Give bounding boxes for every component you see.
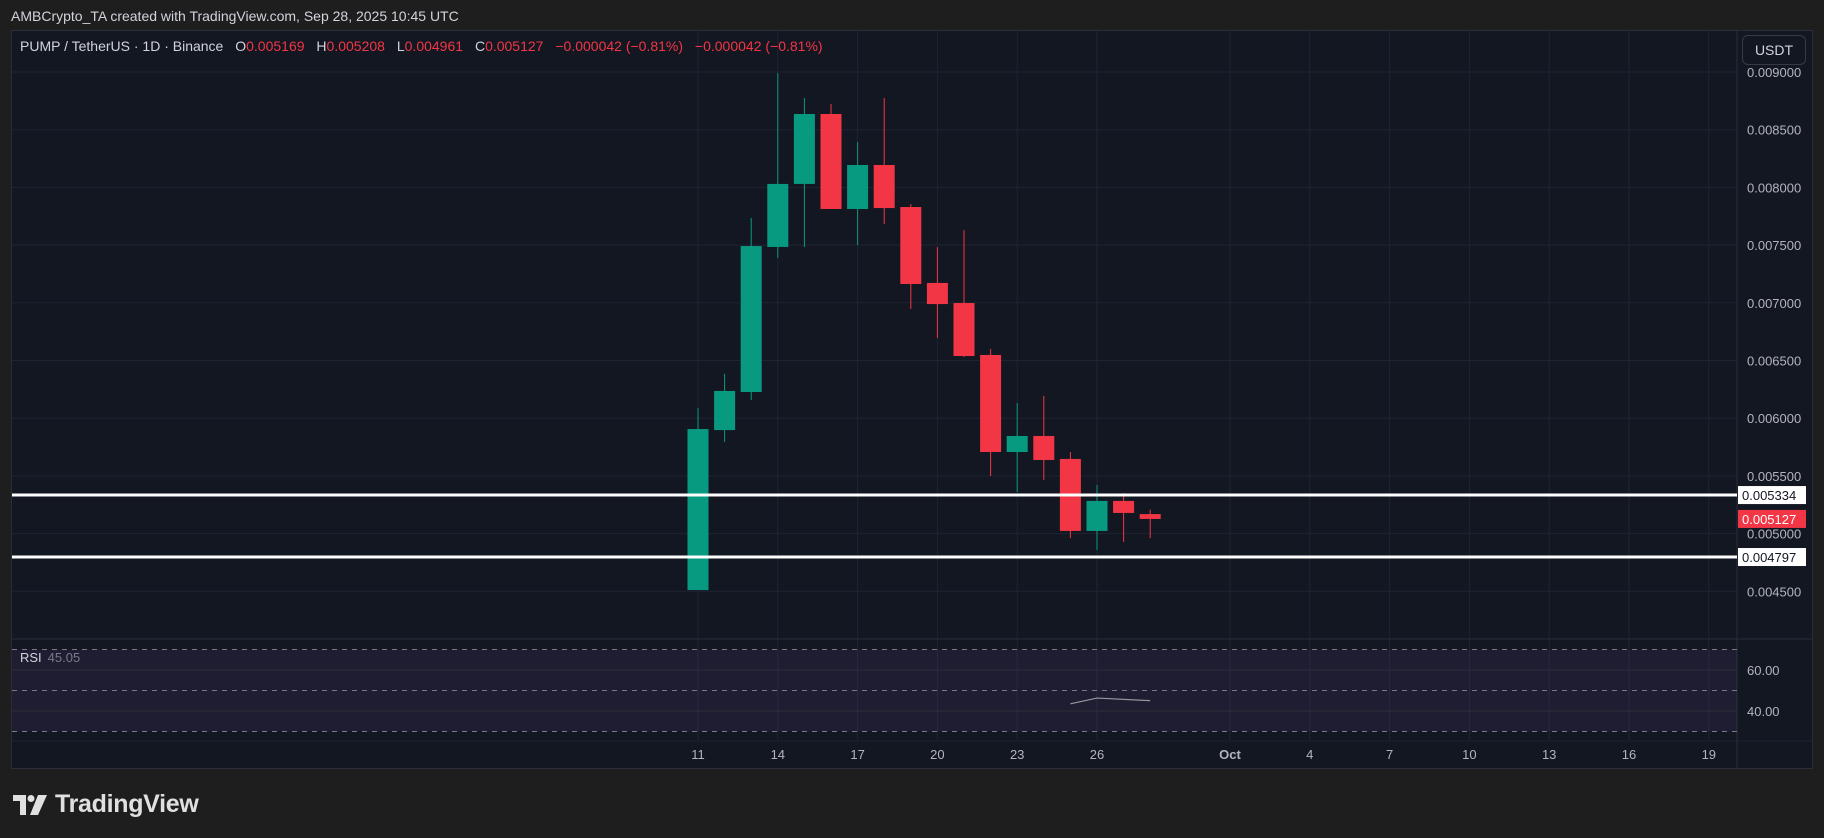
time-axis-label: 10 [1462,747,1476,762]
time-axis-label: 19 [1702,747,1716,762]
time-axis-label: 23 [1010,747,1024,762]
rsi-label[interactable]: RSI [20,650,42,665]
rsi-line [1070,697,1151,705]
currency-button[interactable]: USDT [1742,35,1806,65]
tradingview-logo-icon [13,794,47,815]
price-axis-label: 0.004500 [1747,584,1801,599]
price-axis-label: 0.007000 [1747,296,1801,311]
svg-text:0.005127: 0.005127 [1742,512,1796,527]
time-axis-label: 11 [691,747,705,762]
candle[interactable] [1006,402,1028,493]
svg-text:0.005334: 0.005334 [1742,488,1796,503]
price-axis-label: 0.005500 [1747,469,1801,484]
price-axis-label: 0.008000 [1747,180,1801,195]
candle[interactable] [687,408,709,591]
chart-credit: AMBCrypto_TA created with TradingView.co… [11,8,459,24]
time-axis-label: 7 [1386,747,1393,762]
rsi-legend: RSI 45.05 [20,650,80,665]
low-value: 0.004961 [404,38,464,54]
tradingview-logo: TradingView [13,790,199,819]
candle[interactable] [740,217,762,400]
price-axis-label: 0.006500 [1747,354,1801,369]
time-axis-label: 4 [1306,747,1313,762]
time-axis-label: Oct [1219,747,1241,762]
change-value: −0.000042 (−0.81%) [555,38,684,54]
change-value-secondary: −0.000042 (−0.81%) [694,38,823,54]
price-axis-label: 0.006000 [1747,411,1801,426]
time-axis-label: 16 [1622,747,1636,762]
open-label: O [235,38,247,54]
time-axis-label: 14 [771,747,785,762]
candle[interactable] [873,97,895,224]
svg-text:0.004797: 0.004797 [1742,550,1796,565]
symbol-title[interactable]: PUMP / TetherUS · 1D · Binance [20,38,224,54]
candle[interactable] [900,204,922,310]
close-label: C [474,38,486,54]
time-axis-label: 17 [850,747,864,762]
candle[interactable] [793,97,815,247]
time-axis-label: 26 [1090,747,1104,762]
close-value: 0.005127 [485,38,544,54]
rsi-axis-label: 40.00 [1747,704,1780,719]
price-axis-label: 0.008500 [1747,123,1801,138]
candle[interactable] [847,142,869,245]
price-axis-label: 0.007500 [1747,238,1801,253]
candle[interactable] [926,247,948,338]
candle[interactable] [1139,509,1161,539]
candle[interactable] [1033,395,1055,481]
time-axis-label: 13 [1542,747,1556,762]
candle[interactable] [714,373,736,442]
high-value: 0.005208 [326,38,385,54]
high-label: H [316,38,327,54]
low-label: L [396,38,405,54]
candle[interactable] [953,230,975,358]
time-axis-label: 20 [930,747,944,762]
rsi-axis-label: 60.00 [1747,663,1780,678]
candle[interactable] [820,103,842,209]
symbol-legend: PUMP / TetherUS · 1D · Binance O0.005169… [20,38,823,54]
level-price-badge [1738,548,1806,567]
price-axis-label: 0.005000 [1747,527,1801,542]
open-value: 0.005169 [246,38,305,54]
price-axis-label: 0.009000 [1747,65,1801,80]
chart-container[interactable] [11,30,1813,769]
brand-name: TradingView [55,790,199,818]
candle[interactable] [980,348,1002,477]
rsi-value: 45.05 [47,650,81,665]
level-price-badge [1738,486,1806,505]
candle[interactable] [767,73,789,259]
last-price-badge [1738,509,1806,528]
candle[interactable] [1113,492,1135,543]
